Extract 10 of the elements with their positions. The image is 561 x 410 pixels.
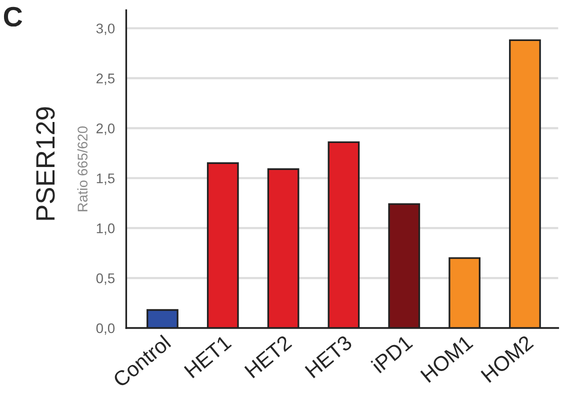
y-tick-label: 2,0 (96, 123, 115, 135)
y-tick-label: 3,0 (96, 24, 115, 36)
y-tick-label: 1,5 (96, 174, 115, 185)
text: PSER129 (36, 107, 55, 220)
y-tick-label: 0,5 (96, 273, 115, 285)
y-axis-title: Ratio 665/620 (77, 126, 88, 212)
y-tick-label: 2,5 (96, 74, 115, 86)
y-tick-label: 1,0 (96, 223, 115, 235)
y-tick-label: 0,0 (96, 323, 115, 335)
text: C (4, 6, 22, 27)
